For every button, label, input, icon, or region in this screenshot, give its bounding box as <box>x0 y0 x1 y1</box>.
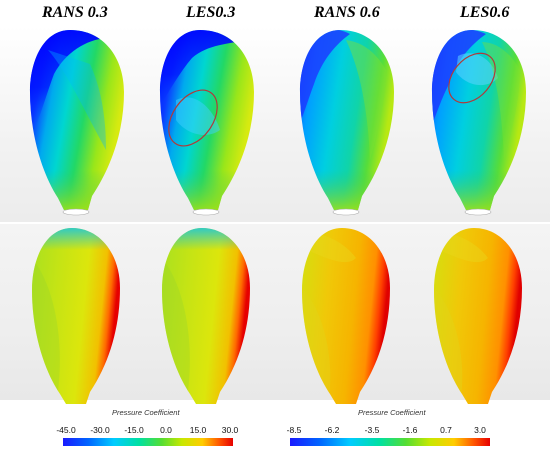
blade-les-0-6-suction <box>432 30 526 216</box>
highlight-ellipse-les-0-3 <box>168 89 218 147</box>
colorbar-left-tick: 30.0 <box>221 425 239 435</box>
colorbar-right-tick: -6.2 <box>324 425 340 435</box>
blade-les-0-6-pressure <box>434 228 522 404</box>
colorbar-right-tick: 0.7 <box>440 425 452 435</box>
title-rans-0-6: RANS 0.6 <box>314 4 380 21</box>
blade-rans-0-6-pressure <box>302 228 390 404</box>
colorbar-left-tick: 0.0 <box>160 425 172 435</box>
colorbar-left-tick: -45.0 <box>56 425 76 435</box>
colorbar-left-tick: -15.0 <box>124 425 144 435</box>
blade-rans-0-3-suction <box>30 30 124 216</box>
blade-les-0-3-pressure <box>162 228 250 404</box>
blade-rans-0-6-suction <box>300 30 394 216</box>
blade-les-0-3-suction <box>160 30 254 216</box>
colorbar-left-title: Pressure Coefficient <box>112 408 180 417</box>
colorbar-left-tick: -30.0 <box>90 425 110 435</box>
colorbar-left <box>63 438 233 446</box>
colorbar-left-tick: 15.0 <box>189 425 207 435</box>
title-rans-0-3: RANS 0.3 <box>42 4 108 21</box>
colorbar-right-tick: -8.5 <box>286 425 302 435</box>
colorbar-right <box>290 438 490 446</box>
colorbar-right-tick: -1.6 <box>402 425 418 435</box>
colorbar-right-tick: 3.0 <box>474 425 486 435</box>
colorbar-right-title: Pressure Coefficient <box>358 408 426 417</box>
title-les-0-3: LES0.3 <box>186 4 236 21</box>
title-les-0-6: LES0.6 <box>460 4 510 21</box>
blade-rans-0-3-pressure <box>32 228 120 404</box>
highlight-ellipse-les-0-6 <box>448 52 496 104</box>
colorbar-right-tick: -3.5 <box>364 425 380 435</box>
